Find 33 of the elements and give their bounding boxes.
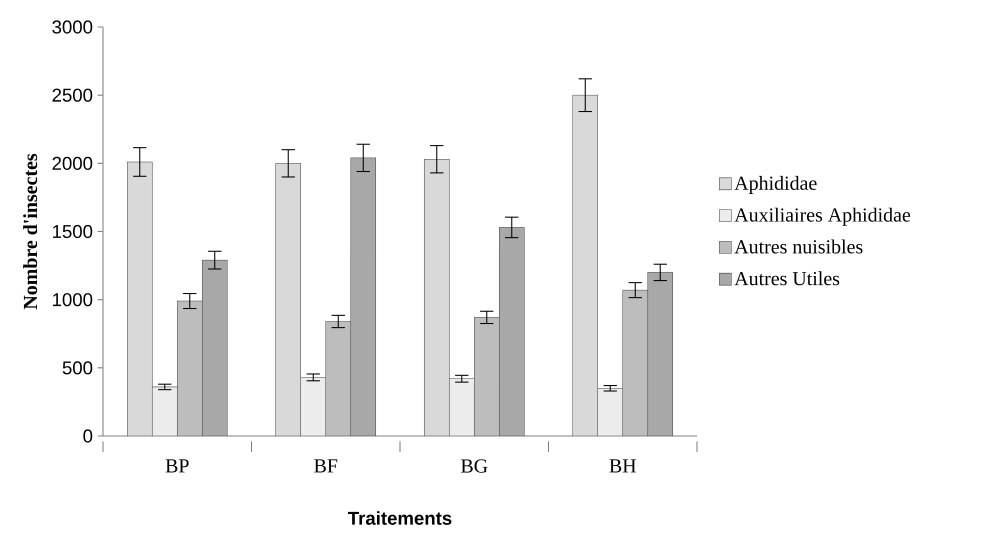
y-tick-label: 500: [62, 361, 92, 374]
bar: [448, 378, 475, 436]
y-tick-label: 3000: [52, 20, 92, 34]
bar: [498, 227, 525, 436]
legend-label: Autres nuisibles: [734, 240, 862, 254]
x-tick-label: BG: [461, 459, 488, 473]
y-tick-label: 2000: [52, 156, 92, 170]
legend-label: Aphididae: [734, 176, 817, 194]
bar: [350, 158, 376, 436]
bar: [647, 272, 674, 436]
bar: [126, 162, 153, 436]
bar: [572, 94, 598, 436]
y-tick-label: 2500: [52, 88, 92, 102]
x-axis-title: Traitements: [348, 511, 452, 525]
bar: [597, 388, 624, 436]
y-tick-label: 1000: [53, 293, 92, 306]
bar: [325, 321, 352, 436]
x-tick-label: BP: [166, 459, 189, 472]
bar: [152, 386, 178, 436]
bar: [622, 290, 648, 436]
y-tick-label: 1500: [53, 224, 92, 238]
legend-label: Auxiliaires Aphididae: [734, 208, 910, 226]
y-axis-title: Nombre d'insectes: [23, 154, 38, 310]
bar: [424, 158, 450, 436]
bar: [176, 300, 203, 436]
bar: [275, 163, 302, 436]
bar: [300, 377, 326, 436]
x-tick-label: BH: [610, 459, 636, 472]
legend-label: Autres Utiles: [734, 271, 840, 286]
bar: [474, 317, 500, 436]
x-tick-label: BF: [314, 459, 338, 472]
y-tick-label: 0: [83, 429, 92, 443]
bar: [202, 260, 228, 436]
